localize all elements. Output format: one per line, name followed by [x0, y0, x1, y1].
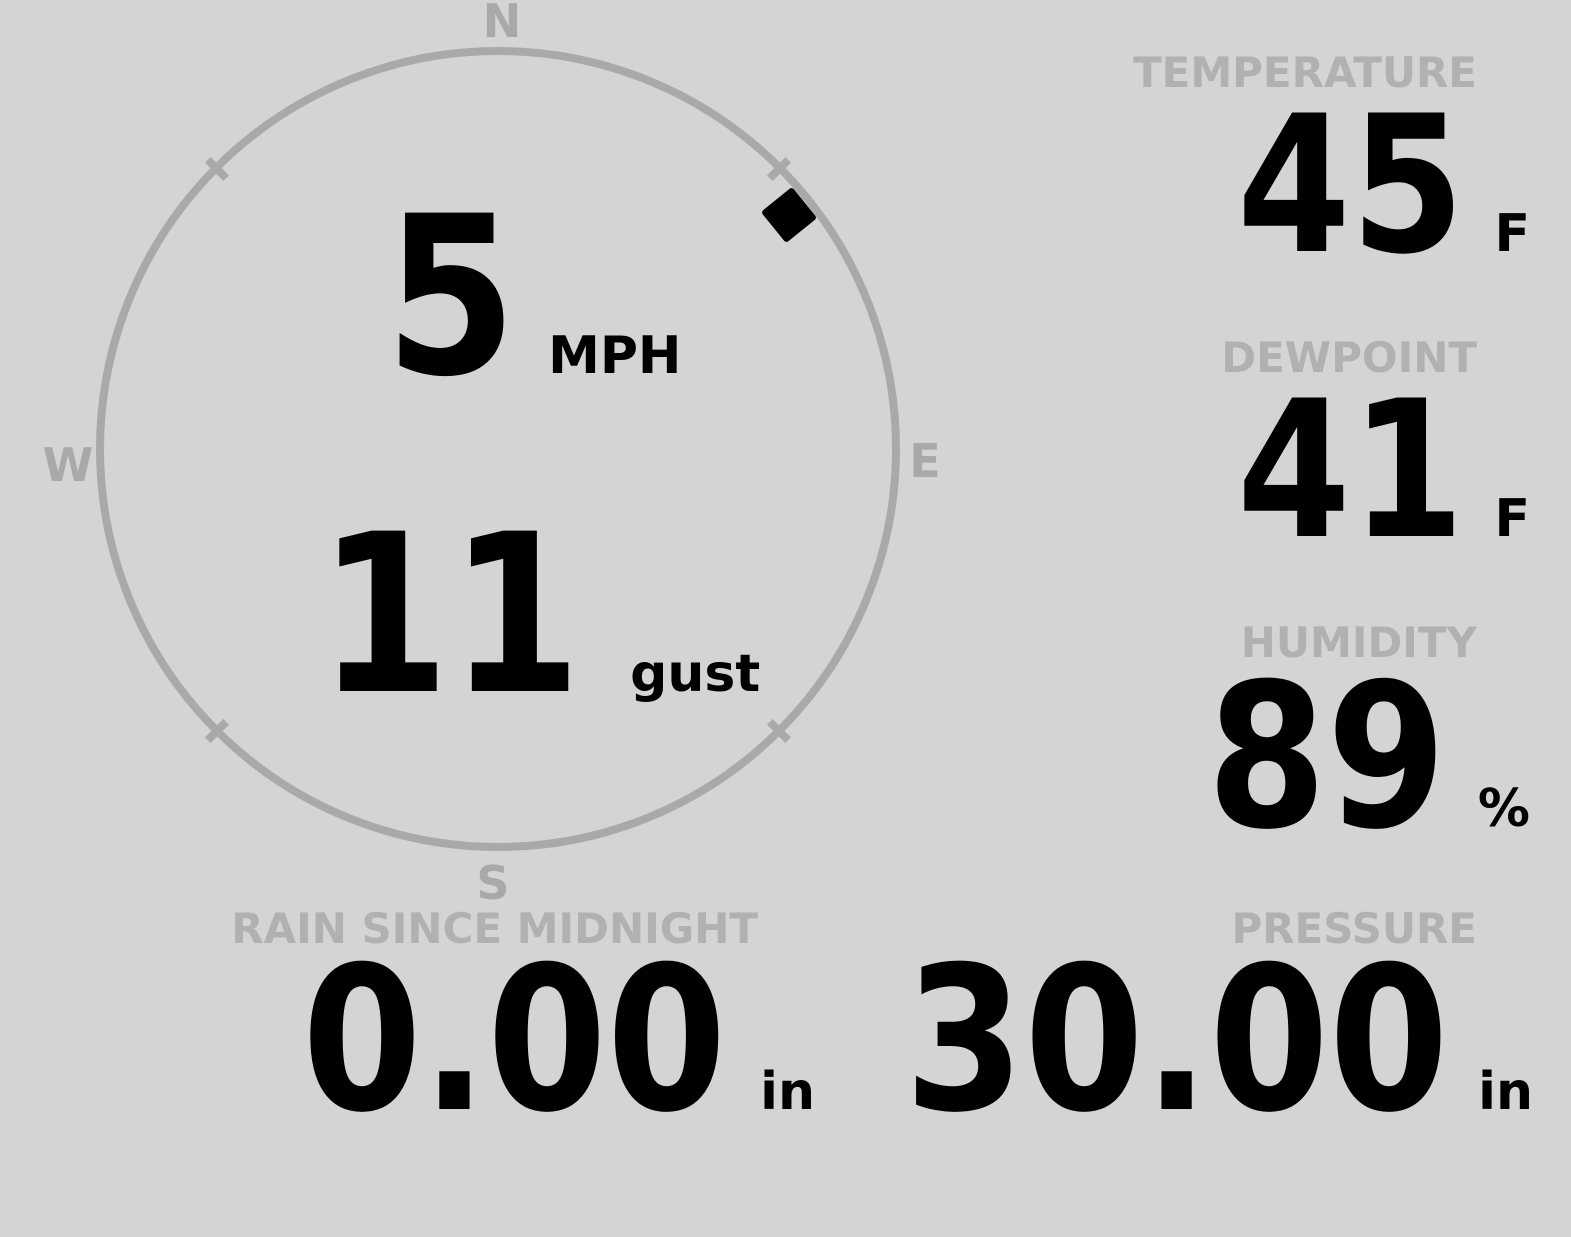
- wind-compass-ring: [96, 47, 900, 851]
- compass-east-label: E: [909, 434, 941, 488]
- dewpoint-value: 41: [1237, 360, 1465, 581]
- temperature-reading: 45 F: [1200, 91, 1530, 281]
- wind-speed: 5 MPH: [385, 187, 681, 407]
- pressure-value: 30.00: [904, 924, 1449, 1157]
- humidity-unit: %: [1477, 779, 1530, 839]
- wind-speed-unit: MPH: [548, 326, 682, 386]
- rain-label: RAIN SINCE MIDNIGHT: [231, 904, 758, 953]
- rain-unit: in: [760, 1062, 815, 1122]
- wind-speed-value: 5: [385, 169, 517, 425]
- compass-west-label: W: [42, 438, 94, 492]
- compass-north-label: N: [482, 0, 522, 48]
- wind-gust-unit: gust: [630, 644, 761, 704]
- wind-gust: 11 gust: [318, 505, 760, 725]
- pressure-unit: in: [1478, 1062, 1533, 1122]
- rain-reading: 0.00 in: [233, 941, 815, 1141]
- dewpoint-label: DEWPOINT: [1221, 333, 1477, 382]
- temperature-unit: F: [1494, 204, 1530, 264]
- compass-south-label: S: [476, 856, 510, 910]
- temperature-value: 45: [1237, 75, 1465, 296]
- humidity-value: 89: [1206, 641, 1446, 874]
- humidity-label: HUMIDITY: [1240, 618, 1477, 667]
- pressure-label: PRESSURE: [1231, 904, 1477, 953]
- pressure-reading: 30.00 in: [816, 941, 1533, 1141]
- humidity-reading: 89 %: [1168, 658, 1530, 858]
- wind-gust-value: 11: [318, 487, 582, 743]
- dewpoint-unit: F: [1494, 489, 1530, 549]
- temperature-label: TEMPERATURE: [1133, 48, 1477, 97]
- rain-value: 0.00: [301, 924, 727, 1157]
- dewpoint-reading: 41 F: [1200, 376, 1530, 566]
